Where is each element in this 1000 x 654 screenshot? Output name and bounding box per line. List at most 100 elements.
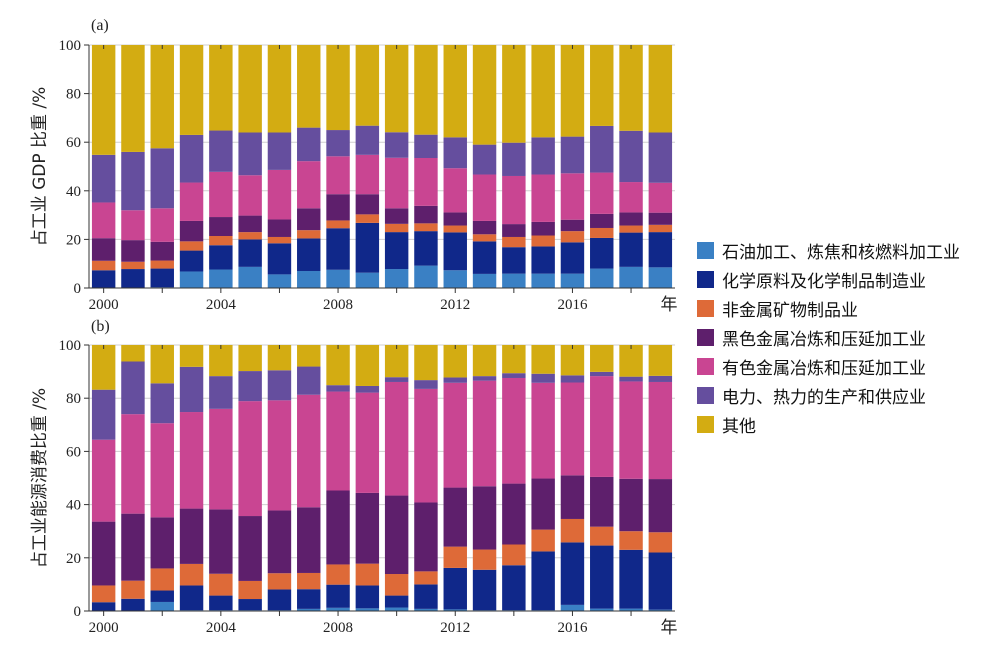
y-tick-label: 20 bbox=[66, 551, 81, 567]
bar-segment bbox=[443, 232, 467, 271]
bar-segment bbox=[384, 45, 409, 133]
bar-segment bbox=[355, 125, 380, 155]
bar-segment bbox=[648, 132, 673, 183]
bar-segment bbox=[472, 220, 497, 235]
bar-segment bbox=[560, 231, 585, 243]
bar-segment bbox=[326, 130, 350, 157]
x-tick-label: 2016 bbox=[557, 620, 588, 636]
bar-segment bbox=[209, 269, 233, 288]
bar-segment bbox=[267, 510, 292, 574]
bar-segment bbox=[443, 225, 467, 233]
bar-segment bbox=[472, 376, 497, 381]
bar-segment bbox=[297, 230, 321, 239]
bar-segment bbox=[150, 423, 174, 518]
bar-segment bbox=[560, 242, 585, 274]
bar-segment bbox=[121, 414, 145, 514]
bar-segment bbox=[209, 509, 233, 574]
bar-segment bbox=[238, 232, 262, 240]
x-axis-title: 年 bbox=[661, 618, 678, 638]
x-tick-label: 2012 bbox=[440, 620, 470, 636]
bar-segment bbox=[619, 212, 643, 226]
bar-segment bbox=[179, 366, 204, 413]
bar-segment bbox=[560, 475, 585, 519]
legend-item: 其他 bbox=[697, 410, 960, 439]
bar-segment bbox=[502, 373, 526, 378]
legend-item: 化学原料及化学制品制造业 bbox=[697, 265, 960, 294]
bar-segment bbox=[590, 376, 614, 477]
bar-segment bbox=[91, 45, 116, 155]
bar-segment bbox=[443, 609, 467, 611]
bar-segment bbox=[91, 439, 116, 522]
x-tick-label: 2008 bbox=[323, 620, 353, 636]
bar-segment bbox=[443, 487, 467, 547]
bar-segment bbox=[121, 240, 145, 262]
y-tick-label: 80 bbox=[66, 391, 81, 407]
bar-segment bbox=[326, 156, 350, 195]
bar-segment bbox=[443, 168, 467, 213]
bar-segment bbox=[355, 222, 380, 273]
bar-segment bbox=[590, 227, 614, 238]
bar-segment bbox=[355, 608, 380, 611]
legend-label: 化学原料及化学制品制造业 bbox=[722, 272, 926, 292]
bar-segment bbox=[267, 589, 292, 611]
bar-segment bbox=[91, 238, 116, 261]
bar-segment bbox=[648, 375, 673, 382]
bar-segment bbox=[238, 215, 262, 233]
bar-segment bbox=[531, 529, 555, 552]
bar-segment bbox=[91, 270, 116, 288]
legend-swatch bbox=[697, 416, 714, 433]
legend-item: 非金属矿物制品业 bbox=[697, 294, 960, 323]
bar-segment bbox=[414, 205, 438, 224]
bar-segment bbox=[648, 345, 673, 376]
y-tick-label: 60 bbox=[66, 444, 81, 460]
bar-segment bbox=[150, 517, 174, 569]
bar-segment bbox=[648, 532, 673, 553]
bar-segment bbox=[179, 250, 204, 272]
bar-segment bbox=[355, 154, 380, 195]
y-tick-label: 0 bbox=[74, 604, 82, 620]
bar-segment bbox=[531, 373, 555, 383]
legend-label: 石油加工、炼焦和核燃料加工业 bbox=[722, 243, 960, 263]
bar-segment bbox=[414, 157, 438, 206]
bar-segment bbox=[648, 212, 673, 225]
bar-segment bbox=[502, 236, 526, 248]
bar-segment bbox=[590, 268, 614, 288]
bar-segment bbox=[619, 182, 643, 213]
bar-segment bbox=[648, 552, 673, 610]
bar-segment bbox=[297, 161, 321, 209]
y-tick-label: 100 bbox=[59, 38, 82, 54]
bar-segment bbox=[619, 130, 643, 183]
bar-segment bbox=[91, 154, 116, 203]
x-tick-label: 2008 bbox=[323, 297, 353, 313]
panel-label: (a) bbox=[91, 17, 109, 34]
bar-segment bbox=[560, 518, 585, 543]
bar-segment bbox=[238, 239, 262, 267]
x-tick-label: 2000 bbox=[89, 297, 119, 313]
bar-segment bbox=[355, 214, 380, 223]
bar-segment bbox=[443, 270, 467, 288]
bar-segment bbox=[590, 45, 614, 126]
bar-segment bbox=[560, 45, 585, 137]
bar-segment bbox=[531, 382, 555, 479]
bar-segment bbox=[355, 492, 380, 564]
bar-segment bbox=[121, 513, 145, 581]
bar-segment bbox=[414, 380, 438, 389]
y-tick-label: 80 bbox=[66, 87, 81, 103]
bar-segment bbox=[414, 231, 438, 266]
bar-segment bbox=[91, 602, 116, 611]
bar-segment bbox=[121, 361, 145, 415]
bar-segment bbox=[414, 223, 438, 232]
y-axis-title: 占工业 GDP 比重 /% bbox=[30, 87, 50, 247]
bar-segment bbox=[590, 125, 614, 173]
bar-segment bbox=[648, 224, 673, 233]
bar-segment bbox=[267, 573, 292, 590]
bar-segment bbox=[502, 483, 526, 545]
bar-segment bbox=[91, 585, 116, 603]
bar-segment bbox=[267, 243, 292, 275]
bar-segment bbox=[443, 377, 467, 383]
x-tick-label: 2004 bbox=[206, 620, 237, 636]
x-tick-label: 2000 bbox=[89, 620, 119, 636]
bar-segment bbox=[443, 546, 467, 568]
legend-swatch bbox=[697, 358, 714, 375]
